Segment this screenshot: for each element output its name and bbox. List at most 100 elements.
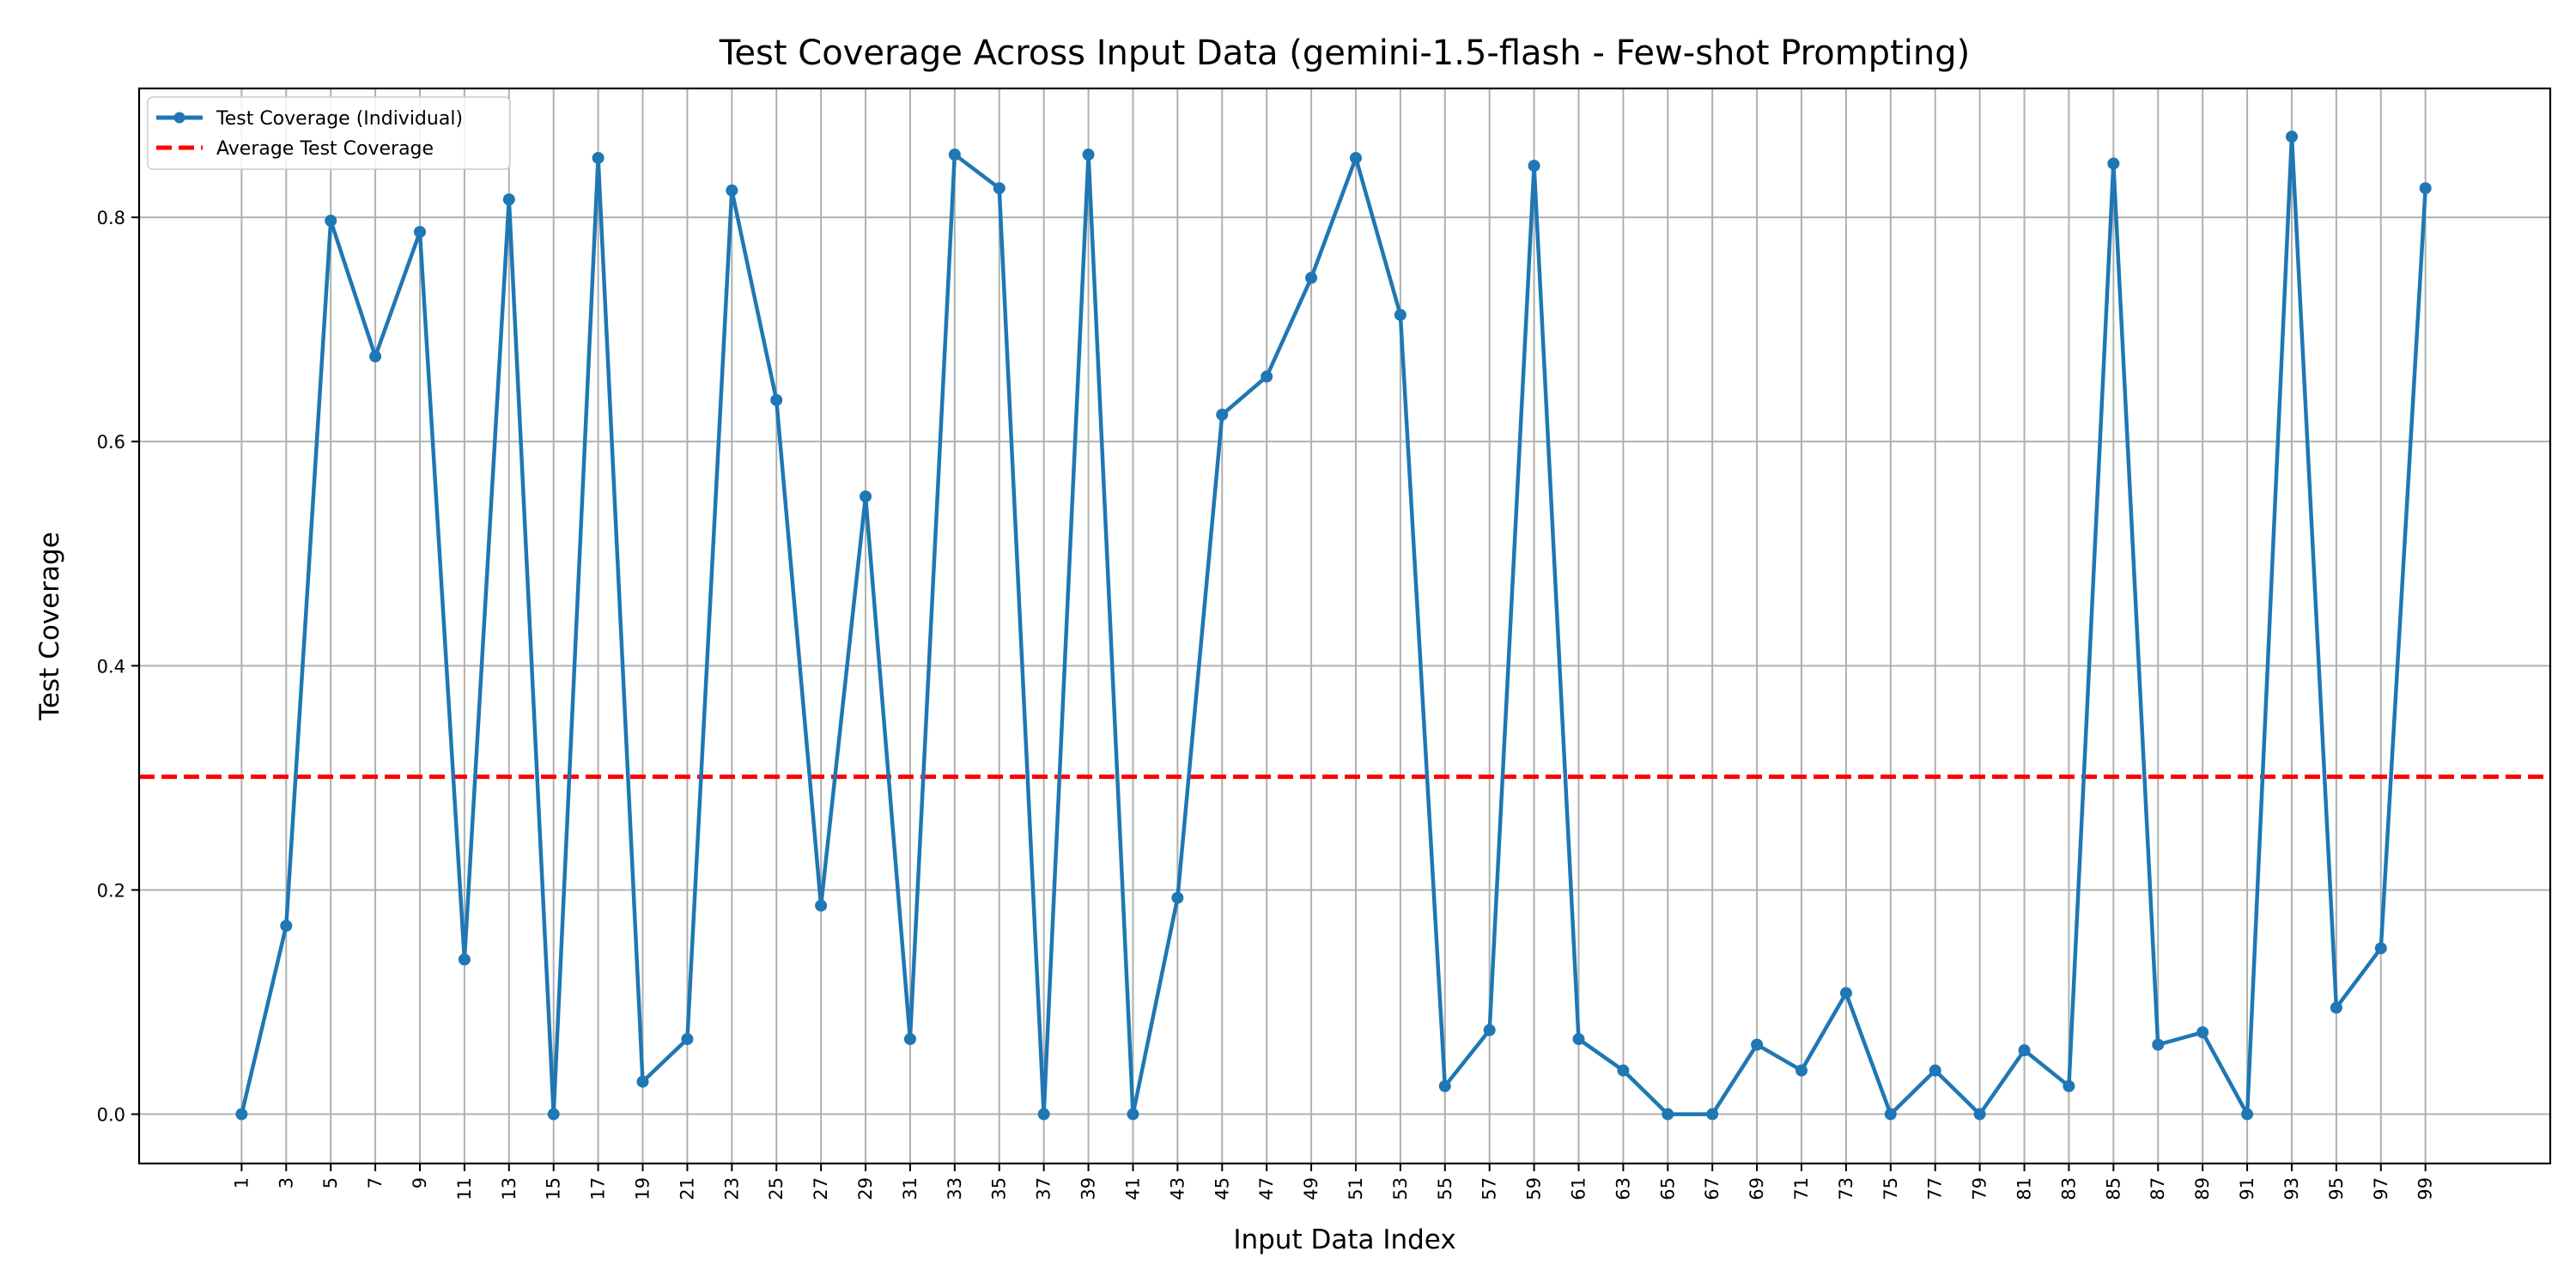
data-point [2285, 131, 2298, 143]
chart-title: Test Coverage Across Input Data (gemini-… [719, 33, 1970, 73]
x-tick-label: 57 [1479, 1177, 1500, 1200]
x-tick-label: 99 [2415, 1177, 2436, 1200]
x-tick-label: 69 [1747, 1177, 1767, 1200]
x-tick-label: 73 [1836, 1177, 1856, 1200]
x-tick-label: 7 [365, 1177, 386, 1188]
data-point [2419, 182, 2432, 195]
x-tick-label: 67 [1702, 1177, 1722, 1200]
x-tick-label: 63 [1613, 1177, 1633, 1200]
x-tick-label: 77 [1925, 1177, 1946, 1200]
x-tick-label: 39 [1078, 1177, 1099, 1200]
x-tick-label: 85 [2103, 1177, 2123, 1200]
legend-box [147, 96, 511, 170]
x-tick-label: 23 [721, 1177, 742, 1200]
legend-label-average: Average Test Coverage [216, 138, 434, 160]
data-point [993, 182, 1005, 195]
x-tick-label: 55 [1435, 1177, 1455, 1200]
x-tick-label: 45 [1212, 1177, 1232, 1200]
y-tick-label: 0.8 [97, 208, 125, 228]
data-point [413, 226, 426, 239]
data-point [1884, 1108, 1897, 1121]
y-axis: 0.0 0.2 0.4 0.6 0.8 [97, 208, 139, 1126]
x-tick-label: 95 [2326, 1177, 2347, 1200]
data-point [726, 184, 738, 197]
x-tick-label: 43 [1167, 1177, 1188, 1200]
data-point [458, 953, 471, 966]
data-point [2063, 1079, 2075, 1092]
data-point [815, 899, 828, 912]
data-point [325, 215, 337, 228]
data-point [1261, 370, 1273, 383]
x-tick-label: 13 [499, 1177, 519, 1200]
x-tick-label: 79 [1970, 1177, 1990, 1200]
data-point [681, 1033, 694, 1046]
x-tick-label: 11 [454, 1177, 475, 1200]
x-axis-label: Input Data Index [1233, 1224, 1455, 1255]
x-tick-label: 51 [1346, 1177, 1366, 1200]
x-tick-label: 5 [320, 1177, 341, 1188]
data-point [592, 151, 605, 164]
data-point [2018, 1044, 2031, 1057]
x-tick-label: 61 [1568, 1177, 1589, 1200]
x-tick-label: 33 [945, 1177, 965, 1200]
x-tick-label: 35 [989, 1177, 1010, 1200]
x-tick-label: 31 [900, 1177, 920, 1200]
x-tick-label: 97 [2371, 1177, 2391, 1200]
data-point [502, 193, 515, 206]
x-tick-label: 29 [855, 1177, 876, 1200]
x-tick-label: 53 [1390, 1177, 1411, 1200]
data-point [1171, 891, 1184, 904]
x-tick-label: 91 [2237, 1177, 2257, 1200]
data-point [1528, 160, 1540, 173]
data-point [1438, 1079, 1451, 1092]
x-tick-label: 89 [2192, 1177, 2213, 1200]
x-tick-label: 25 [766, 1177, 787, 1200]
plot-frame [137, 87, 2552, 1165]
data-point [770, 393, 783, 406]
x-tick-label: 9 [410, 1177, 430, 1188]
x-tick-label: 17 [588, 1177, 609, 1200]
data-point [280, 920, 293, 933]
data-point [1216, 408, 1229, 421]
data-point [1483, 1024, 1496, 1036]
x-tick-label: 83 [2058, 1177, 2079, 1200]
x-tick-label: 27 [811, 1177, 831, 1200]
data-point [860, 490, 872, 503]
data-point [1929, 1064, 1941, 1077]
data-point [2241, 1108, 2254, 1121]
data-point [1572, 1033, 1585, 1046]
data-point [2374, 942, 2387, 955]
series-layer [235, 131, 2432, 1121]
data-point [2152, 1038, 2165, 1051]
data-point [903, 1033, 916, 1046]
y-tick-label: 0.2 [97, 880, 125, 901]
data-point [636, 1075, 649, 1088]
x-tick-label: 49 [1301, 1177, 1321, 1200]
legend: Test Coverage (Individual) Average Test … [147, 96, 511, 170]
x-tick-label: 1 [231, 1177, 252, 1188]
data-point [369, 350, 382, 363]
x-tick-label: 15 [544, 1177, 564, 1200]
data-point [2196, 1026, 2209, 1039]
data-point [1973, 1108, 1986, 1121]
data-point [1349, 151, 1362, 164]
data-point [235, 1108, 248, 1121]
x-tick-label: 37 [1034, 1177, 1054, 1200]
data-point [2107, 157, 2120, 170]
data-point [1795, 1064, 1808, 1077]
y-axis-label: Test Coverage [34, 532, 65, 720]
x-tick-label: 19 [633, 1177, 653, 1200]
x-tick-label: 59 [1524, 1177, 1545, 1200]
y-tick-label: 0.4 [97, 656, 125, 677]
x-tick-label: 81 [2014, 1177, 2035, 1200]
y-tick-label: 0.0 [97, 1105, 125, 1126]
data-point [1305, 271, 1318, 284]
data-point [1037, 1108, 1050, 1121]
x-tick-label: 41 [1122, 1177, 1143, 1200]
x-tick-label: 47 [1256, 1177, 1277, 1200]
y-tick-label: 0.6 [97, 432, 125, 453]
data-point [1751, 1038, 1764, 1051]
data-point [948, 149, 961, 161]
x-tick-label: 71 [1791, 1177, 1812, 1200]
